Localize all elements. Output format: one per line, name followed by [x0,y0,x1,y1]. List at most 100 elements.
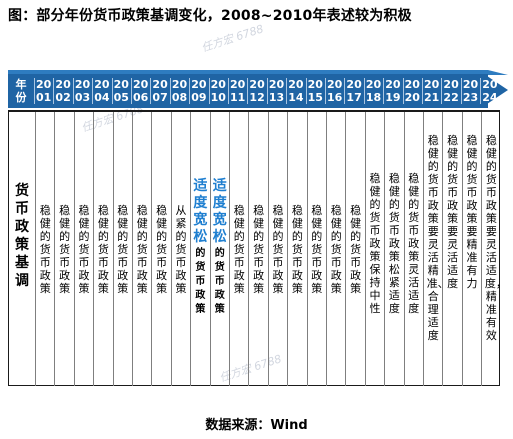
year-header-label: 年份 [15,78,27,104]
year-separator [460,78,462,104]
year-header-cell: 20 09 [191,78,207,104]
year-header-cell: 20 14 [288,78,304,104]
stance-cell: 稳健的货币政策要精准有力 [461,112,481,386]
row-label: 货币政策基调 [15,183,29,289]
year-separator [189,78,191,104]
year-separator [266,78,268,104]
stance-text: 稳健的货币政策要精准有力 [466,134,478,290]
stance-text: 稳健的货币政策 [350,204,362,295]
stance-text: 稳健的货币政策灵活适度 [408,172,420,315]
stance-cell: 稳健的货币政策 [229,112,248,386]
year-separator [305,78,307,104]
stance-text: 从紧的货币政策 [175,204,187,295]
year-header-arrow: 年份 20 01 20 02 20 03 20 04 20 05 20 06 20 07 20 08 20 09 20… [8,70,508,110]
stance-text: 稳健的货币政策 [78,204,90,295]
year-header-cell: 20 18 [365,78,382,104]
figure-title: 图：部分年份货币政策基调变化，2008~2010年表述较为积极 [8,8,412,24]
year-separator [247,78,249,104]
watermark: 任方宏 6788 [199,22,266,55]
year-separator [286,78,288,104]
year-header-cell: 20 15 [307,78,323,104]
data-source: 数据来源：Wind [205,418,308,433]
year-separator [53,78,55,104]
year-header-cell: 20 24 [482,78,498,104]
stance-cell: 稳健的货币政策要灵活适度，精准有效 [481,112,507,386]
year-separator [92,78,94,104]
year-separator [228,78,229,104]
year-header-cell: 20 22 [443,78,459,104]
stance-cell: 稳健的货币政策 [326,112,345,386]
stance-text: 稳健的货币政策 [136,204,148,295]
row-label-cell: 货币政策基调 [9,112,35,386]
stance-table: 货币政策基调 稳健的货币政策 稳健的货币政策 稳健的货币政策 稳健的货币政策 稳健的货币政… [8,110,507,386]
year-header-cell: 20 17 [346,78,362,104]
year-separator [325,78,326,104]
stance-text: 稳健的货币政策 [311,204,323,295]
arrow-highlight [8,70,508,75]
stance-text: 稳健的货币政策 [39,204,51,295]
year-header-cell: 20 11 [230,78,246,104]
stance-cell: 稳健的货币政策 [306,112,326,386]
year-separator [480,78,482,104]
stance-text: 稳健的货币政策要灵活适度 [447,134,459,290]
year-header-cell: 20 21 [424,78,440,104]
year-header-cell: 20 20 [404,78,420,104]
stance-cell: 从紧的货币政策 [170,112,190,386]
year-separator [111,78,113,104]
year-header-cell: 20 10 [210,78,226,104]
stance-cell: 稳健的货币政策松紧适度 [384,112,403,386]
stance-text: 稳健的货币政策要灵活精准、合理适度 [426,134,449,342]
year-header-cell: 20 13 [268,78,285,104]
year-separator [344,78,346,104]
stance-cell: 稳健的货币政策 [73,112,93,386]
stance-text: 稳健的货币政策 [330,204,342,295]
stance-text: 稳健的货币政策 [59,204,71,295]
stance-text: 稳健的货币政策要灵活适度，精准有效 [484,134,507,342]
stance-text: 稳健的货币政策 [117,204,129,295]
stance-cell: 稳健的货币政策 [151,112,170,386]
year-header-cell: 20 01 [36,78,52,104]
stance-cell: 稳健的货币政策 [54,112,73,386]
stance-text: 稳健的货币政策 [156,204,168,295]
year-header-cell: 20 07 [152,78,168,104]
year-header-cell: 20 19 [385,78,401,104]
stance-cell: 稳健的货币政策要灵活适度 [442,112,461,386]
year-separator [422,78,423,104]
year-separator [131,78,132,104]
stance-cell: 稳健的货币政策要灵活精准、合理适度 [423,112,449,386]
stance-text: 适度宽松的货币政策 [193,178,208,315]
year-separator [72,78,74,104]
stance-cell: 适度宽松的货币政策 [209,112,229,386]
stance-text: 稳健的货币政策 [97,204,109,295]
year-header-cell: 20 12 [249,78,265,104]
stance-cell: 稳健的货币政策 [112,112,132,386]
stance-text: 稳健的货币政策 [253,204,265,295]
year-header-cell: 20 23 [462,78,479,104]
year-header-cell: 20 16 [327,78,343,104]
stance-text: 稳健的货币政策松紧适度 [388,172,400,315]
year-header-cell: 20 03 [74,78,91,104]
stance-cell: 稳健的货币政策 [93,112,112,386]
year-header-cell: 20 05 [113,78,129,104]
stance-cell: 稳健的货币政策 [35,112,54,386]
year-separator [150,78,152,104]
year-separator [363,78,365,104]
year-separator [169,78,171,104]
stance-text: 稳健的货币政策 [272,204,284,295]
stance-cell: 稳健的货币政策 [345,112,364,386]
stance-cell: 稳健的货币政策保持中性 [364,112,384,386]
year-header-cell: 20 06 [133,78,149,104]
year-header-cell: 20 08 [171,78,188,104]
stance-text: 稳健的货币政策 [233,204,245,295]
year-header-cell: 20 02 [55,78,71,104]
stance-cell: 稳健的货币政策灵活适度 [403,112,423,386]
year-separator [441,78,443,104]
year-separator [34,78,35,104]
stance-cell: 稳健的货币政策 [132,112,151,386]
stance-cell: 稳健的货币政策 [248,112,267,386]
year-separator [383,78,385,104]
stance-cell: 适度宽松的货币政策 [190,112,209,386]
year-separator [208,78,210,104]
year-header-cell: 20 04 [94,78,110,104]
stance-cell: 稳健的货币政策 [267,112,287,386]
